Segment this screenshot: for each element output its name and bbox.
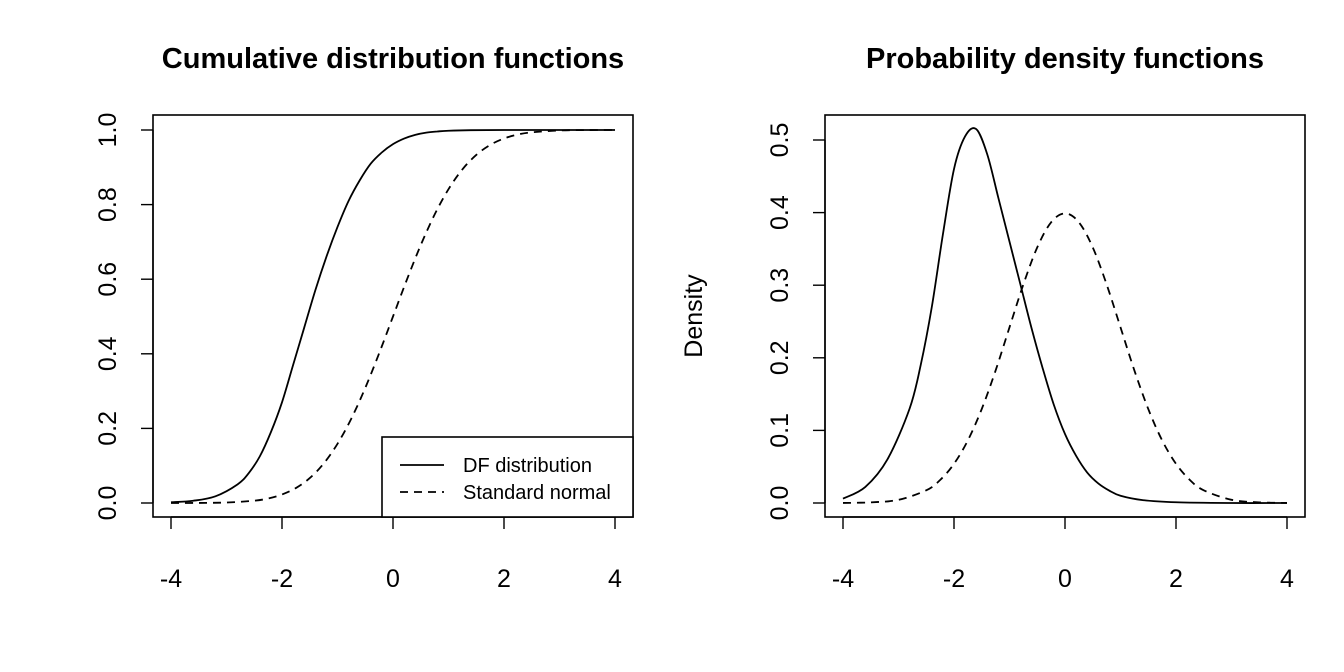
cdf-series [170, 129, 616, 504]
pdf-plot-frame [824, 114, 1306, 518]
cdf-x-tick-label: 2 [497, 565, 511, 593]
legend-label-df: DF distribution [463, 455, 592, 477]
cdf-x-tick-label: 4 [608, 565, 622, 593]
cdf-series-df-distribution [170, 129, 615, 504]
cdf-y-tick-label: 0.6 [94, 262, 122, 297]
pdf-y-tick-label: 0.4 [766, 195, 794, 230]
pdf-panel: Probability density functions Density -4… [680, 43, 1306, 593]
cdf-y-tick-label: 0.0 [94, 486, 122, 521]
cdf-x-tick-label: -2 [271, 565, 293, 593]
cdf-x-tick-label: -4 [160, 565, 182, 593]
pdf-x-tick-label: 4 [1280, 565, 1294, 593]
pdf-y-tick-label: 0.1 [766, 413, 794, 448]
pdf-x-tick-label: 2 [1169, 565, 1183, 593]
pdf-series-standard-normal [842, 212, 1288, 504]
cdf-y-tick-label: 0.2 [94, 411, 122, 446]
legend-box [381, 436, 634, 518]
pdf-series [842, 127, 1288, 504]
pdf-y-tick-label: 0.0 [766, 486, 794, 521]
cdf-y-tick-label: 0.8 [94, 187, 122, 222]
pdf-y-axis: 0.0 0.1 0.2 0.3 0.4 0.5 [766, 123, 826, 521]
pdf-y-tick-label: 0.5 [766, 123, 794, 158]
pdf-x-tick-label: -2 [943, 565, 965, 593]
cdf-y-axis: 0.0 0.2 0.4 0.6 0.8 1.0 [94, 113, 154, 521]
cdf-y-tick-label: 1.0 [94, 113, 122, 148]
cdf-series-standard-normal [170, 129, 616, 504]
pdf-y-tick-label: 0.2 [766, 340, 794, 375]
cdf-y-tick-label: 0.4 [94, 336, 122, 371]
cdf-x-tick-label: 0 [386, 565, 400, 593]
cdf-title: Cumulative distribution functions [162, 43, 624, 75]
pdf-x-tick-label: -4 [832, 565, 854, 593]
pdf-y-tick-label: 0.3 [766, 268, 794, 303]
cdf-legend: DF distribution Standard normal [381, 436, 634, 518]
pdf-y-axis-label: Density [680, 274, 708, 358]
pdf-x-axis: -4 -2 0 2 4 [832, 516, 1294, 593]
legend-label-normal: Standard normal [463, 482, 611, 504]
pdf-series-df-distribution [842, 127, 1288, 504]
pdf-x-tick-label: 0 [1058, 565, 1072, 593]
cdf-panel: Cumulative distribution functions -4 -2 0 2… [94, 43, 634, 593]
pdf-title: Probability density functions [866, 43, 1264, 75]
cdf-x-axis: -4 -2 0 2 4 [160, 516, 622, 593]
